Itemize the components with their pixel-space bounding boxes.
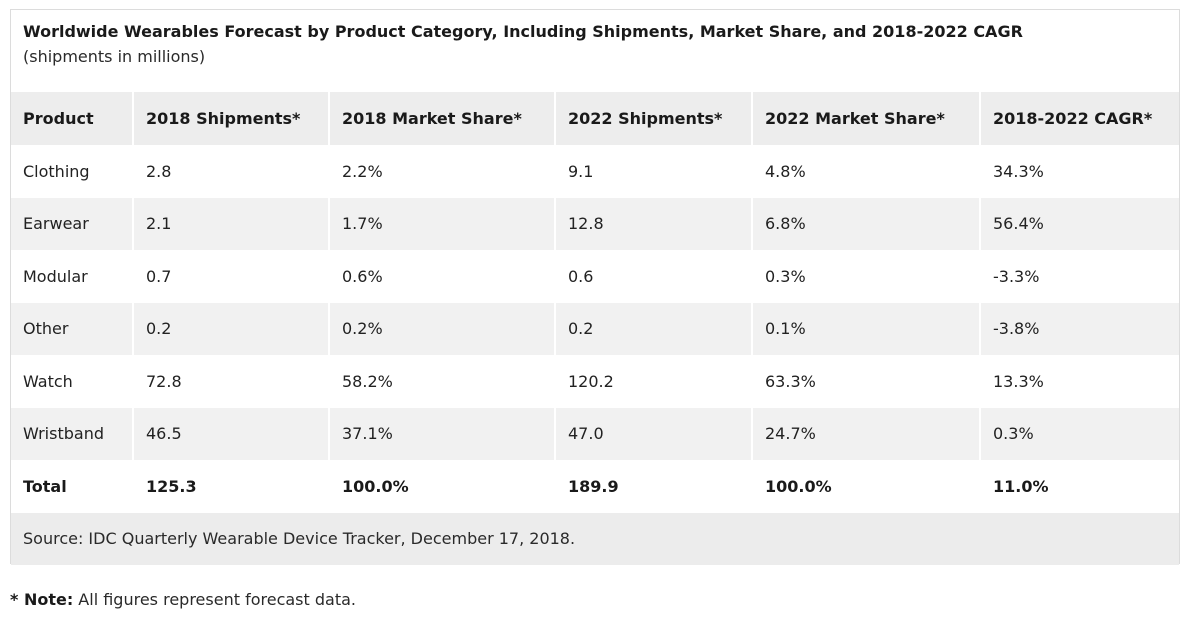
- cell-2018-share: 1.7%: [329, 197, 556, 250]
- source-text: Source: IDC Quarterly Wearable Device Tr…: [11, 512, 1179, 565]
- cell-2018-share: 0.2%: [329, 302, 556, 355]
- cell-2022-share: 6.8%: [752, 197, 981, 250]
- cell-2022-shipments: 47.0: [555, 407, 753, 460]
- cell-cagr: 34.3%: [980, 145, 1179, 198]
- column-header: 2022 Market Share*: [752, 92, 981, 145]
- table-row: Watch 72.8 58.2% 120.2 63.3% 13.3%: [11, 355, 1179, 408]
- column-header: Product: [11, 92, 134, 145]
- column-header: 2022 Shipments*: [555, 92, 753, 145]
- cell-product: Watch: [11, 355, 134, 408]
- cell-2022-share: 24.7%: [752, 407, 981, 460]
- footnote-text: All figures represent forecast data.: [73, 590, 356, 609]
- cell-2018-shipments: 0.2: [133, 302, 330, 355]
- cell-product: Clothing: [11, 145, 134, 198]
- forecast-table: Product 2018 Shipments* 2018 Market Shar…: [11, 92, 1179, 565]
- cell-total-2022-share: 100.0%: [752, 460, 981, 513]
- cell-2022-shipments: 0.6: [555, 250, 753, 303]
- cell-2018-share: 37.1%: [329, 407, 556, 460]
- table-row: Earwear 2.1 1.7% 12.8 6.8% 56.4%: [11, 197, 1179, 250]
- cell-cagr: 13.3%: [980, 355, 1179, 408]
- table-row: Wristband 46.5 37.1% 47.0 24.7% 0.3%: [11, 407, 1179, 460]
- table-subtitle: (shipments in millions): [23, 47, 206, 66]
- table-row: Clothing 2.8 2.2% 9.1 4.8% 34.3%: [11, 145, 1179, 198]
- cell-2022-share: 0.3%: [752, 250, 981, 303]
- cell-total-2018-shipments: 125.3: [133, 460, 330, 513]
- cell-2018-shipments: 0.7: [133, 250, 330, 303]
- cell-cagr: 56.4%: [980, 197, 1179, 250]
- cell-total-label: Total: [11, 460, 134, 513]
- header-row: Product 2018 Shipments* 2018 Market Shar…: [11, 92, 1179, 145]
- column-header: 2018 Market Share*: [329, 92, 556, 145]
- cell-2018-shipments: 46.5: [133, 407, 330, 460]
- column-header: 2018-2022 CAGR*: [980, 92, 1179, 145]
- column-header: 2018 Shipments*: [133, 92, 330, 145]
- cell-product: Earwear: [11, 197, 134, 250]
- cell-2018-share: 58.2%: [329, 355, 556, 408]
- cell-2022-share: 63.3%: [752, 355, 981, 408]
- footnote-label: * Note:: [10, 590, 74, 609]
- cell-total-2018-share: 100.0%: [329, 460, 556, 513]
- cell-2022-share: 0.1%: [752, 302, 981, 355]
- table-caption: Worldwide Wearables Forecast by Product …: [11, 10, 1179, 92]
- table-row: Modular 0.7 0.6% 0.6 0.3% -3.3%: [11, 250, 1179, 303]
- cell-product: Other: [11, 302, 134, 355]
- cell-2018-shipments: 2.8: [133, 145, 330, 198]
- footnote: * Note: All figures represent forecast d…: [10, 590, 356, 609]
- cell-cagr: 0.3%: [980, 407, 1179, 460]
- cell-2022-share: 4.8%: [752, 145, 981, 198]
- cell-2018-shipments: 2.1: [133, 197, 330, 250]
- cell-2022-shipments: 120.2: [555, 355, 753, 408]
- cell-product: Modular: [11, 250, 134, 303]
- cell-2018-shipments: 72.8: [133, 355, 330, 408]
- cell-product: Wristband: [11, 407, 134, 460]
- cell-2018-share: 0.6%: [329, 250, 556, 303]
- forecast-table-container: Worldwide Wearables Forecast by Product …: [10, 9, 1180, 565]
- cell-2022-shipments: 12.8: [555, 197, 753, 250]
- total-row: Total 125.3 100.0% 189.9 100.0% 11.0%: [11, 460, 1179, 513]
- cell-cagr: -3.3%: [980, 250, 1179, 303]
- source-row: Source: IDC Quarterly Wearable Device Tr…: [11, 512, 1179, 565]
- table-row: Other 0.2 0.2% 0.2 0.1% -3.8%: [11, 302, 1179, 355]
- cell-cagr: -3.8%: [980, 302, 1179, 355]
- cell-total-2022-shipments: 189.9: [555, 460, 753, 513]
- cell-2018-share: 2.2%: [329, 145, 556, 198]
- cell-2022-shipments: 0.2: [555, 302, 753, 355]
- table-title: Worldwide Wearables Forecast by Product …: [23, 22, 1023, 41]
- cell-total-cagr: 11.0%: [980, 460, 1179, 513]
- cell-2022-shipments: 9.1: [555, 145, 753, 198]
